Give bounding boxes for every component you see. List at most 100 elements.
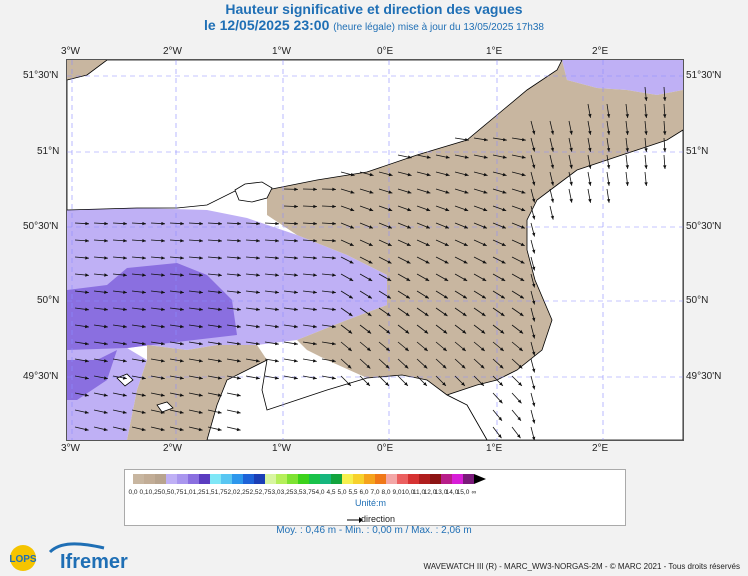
direction-arrowhead xyxy=(588,181,592,186)
direction-arrowhead xyxy=(274,376,279,380)
direction-arrowhead xyxy=(160,376,165,380)
direction-arrowhead xyxy=(142,256,146,260)
direction-arrowhead xyxy=(532,368,536,373)
direction-arrowhead xyxy=(462,312,467,316)
direction-arrowhead xyxy=(368,277,373,281)
direction-arrowhead xyxy=(122,410,127,414)
direction-arrowhead xyxy=(502,207,507,212)
direction-arrowhead xyxy=(481,312,486,316)
direction-arrowhead xyxy=(461,347,466,351)
isle-of-wight xyxy=(234,181,273,203)
direction-arrowhead xyxy=(104,256,108,260)
direction-arrowhead xyxy=(532,334,536,339)
direction-arrowhead xyxy=(294,256,298,260)
direction-arrowhead xyxy=(519,312,524,316)
direction-arrowhead xyxy=(275,273,279,277)
direction-arrowhead xyxy=(367,329,372,334)
direction-arrowhead xyxy=(532,147,536,152)
direction-arrowhead xyxy=(255,376,260,380)
direction-arrowhead xyxy=(199,239,203,243)
direction-arrowhead xyxy=(236,427,241,432)
legend-tick-label: 1,75 xyxy=(215,489,228,496)
direction-arrowhead xyxy=(606,148,611,152)
direction-arrowhead xyxy=(236,359,241,363)
legend-swatch xyxy=(287,474,298,484)
direction-arrowhead xyxy=(180,239,184,243)
direction-arrowhead xyxy=(606,182,611,186)
direction-arrowhead xyxy=(588,147,592,152)
direction-arrowhead xyxy=(550,215,554,220)
direction-arrowhead xyxy=(588,164,592,169)
direction-arrowhead xyxy=(294,221,298,226)
direction-arrowhead xyxy=(481,329,486,334)
direction-arrowhead xyxy=(443,329,448,334)
direction-arrowhead xyxy=(142,324,146,329)
direction-arrowhead xyxy=(386,295,391,299)
direction-arrowhead xyxy=(85,273,89,277)
direction-arrowhead xyxy=(423,364,428,369)
direction-arrowhead xyxy=(663,165,667,169)
direction-arrowhead xyxy=(426,207,431,212)
direction-arrowhead xyxy=(218,273,222,277)
legend-swatch xyxy=(408,474,419,484)
direction-arrowhead xyxy=(293,359,298,363)
direction-arrowhead xyxy=(464,172,469,177)
direction-arrowhead xyxy=(313,256,317,260)
direction-arrowhead xyxy=(425,277,430,281)
direction-arrowhead xyxy=(461,382,465,386)
direction-arrowhead xyxy=(348,329,353,334)
direction-arrowhead xyxy=(388,225,392,229)
direction-arrowhead xyxy=(198,427,203,432)
legend-swatch xyxy=(353,474,364,484)
direction-arrowhead xyxy=(293,376,298,380)
direction-arrowhead xyxy=(532,419,536,424)
direction-arrowhead xyxy=(463,242,468,246)
legend-swatch xyxy=(177,474,188,484)
legend-swatch xyxy=(144,474,155,484)
direction-arrowhead xyxy=(275,239,279,243)
direction-arrowhead xyxy=(663,148,667,152)
direction-arrowhead xyxy=(520,277,525,281)
direction-arrowhead xyxy=(198,410,203,414)
direction-arrowhead xyxy=(480,382,484,386)
direction-arrowhead xyxy=(217,359,222,363)
direction-arrowhead xyxy=(294,307,298,311)
direction-arrowhead xyxy=(199,221,203,226)
direction-arrowhead xyxy=(369,172,374,177)
direction-arrowhead xyxy=(103,376,108,380)
direction-arrowhead xyxy=(217,376,222,380)
direction-arrowhead xyxy=(160,393,165,397)
direction-arrowhead xyxy=(217,393,222,397)
sea-light-purple-northeast xyxy=(562,60,683,95)
direction-arrowhead xyxy=(84,376,89,380)
direction-arrowhead xyxy=(332,187,336,191)
direction-arrowhead xyxy=(550,181,554,186)
direction-arrowhead xyxy=(294,239,298,243)
direction-arrowhead xyxy=(483,225,487,229)
direction-arrowhead xyxy=(532,130,536,135)
wave-map xyxy=(66,59,684,441)
direction-arrowhead xyxy=(122,376,127,380)
direction-arrowhead xyxy=(532,249,536,254)
stats-line: Moy. : 0,46 m - Min. : 0,00 m / Max. : 2… xyxy=(276,525,472,536)
legend-swatch xyxy=(276,474,287,484)
direction-arrowhead xyxy=(550,147,554,152)
direction-arrowhead xyxy=(161,324,165,329)
direction-arrowhead xyxy=(482,242,487,246)
direction-arrowhead xyxy=(313,239,317,243)
direction-arrowhead xyxy=(350,207,355,212)
direction-arrowhead xyxy=(237,221,241,226)
direction-arrowhead xyxy=(532,300,536,305)
direction-arrowhead xyxy=(606,114,611,118)
direction-arrowhead xyxy=(294,342,298,346)
lon-label: 2°E xyxy=(592,443,609,454)
legend-tick-label: 7,0 xyxy=(370,489,379,496)
direction-arrowhead xyxy=(483,190,488,194)
direction-arrowhead xyxy=(386,312,391,316)
legend-swatch xyxy=(430,474,441,484)
lat-label: 50°N xyxy=(686,295,709,306)
direction-arrowhead xyxy=(663,131,667,135)
direction-arrowhead xyxy=(256,221,260,226)
legend-tick-label: 0,5 xyxy=(161,489,170,496)
direction-arrowhead xyxy=(606,131,611,135)
